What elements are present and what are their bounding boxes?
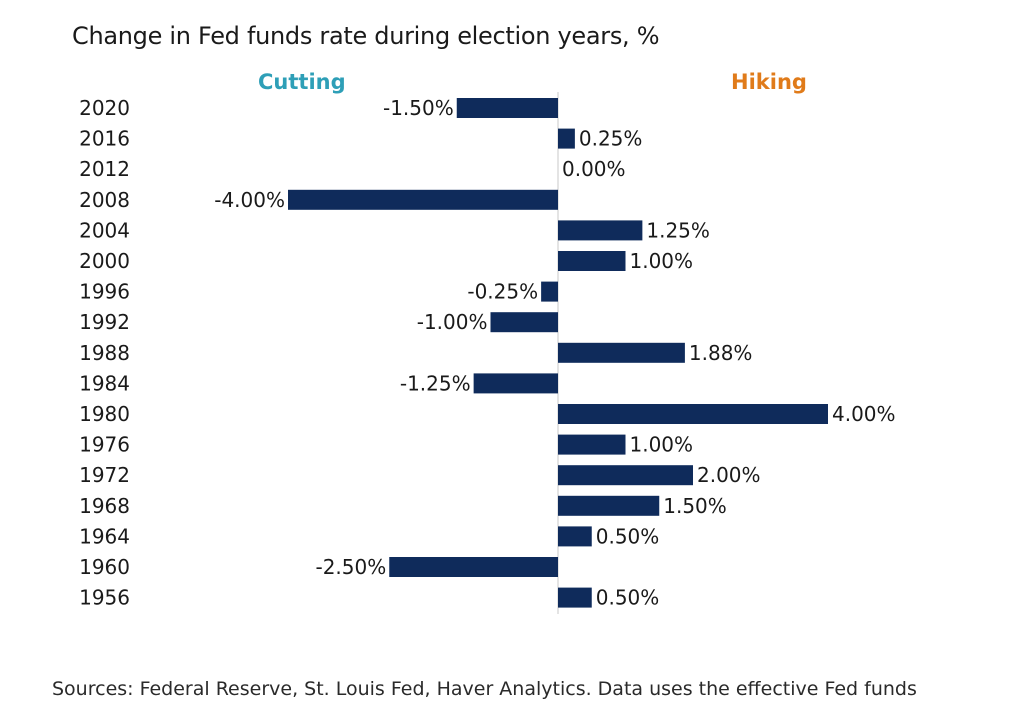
category-label: 1980 bbox=[79, 402, 130, 426]
category-label: 1984 bbox=[79, 371, 130, 395]
value-label: -2.50% bbox=[315, 555, 386, 579]
source-note: Sources: Federal Reserve, St. Louis Fed,… bbox=[52, 678, 917, 700]
bar-2004 bbox=[558, 220, 643, 241]
category-label: 2012 bbox=[79, 157, 130, 181]
bar-1996 bbox=[541, 281, 558, 302]
value-label: -0.25% bbox=[467, 280, 538, 304]
hiking-label: Hiking bbox=[731, 70, 807, 94]
category-label: 2000 bbox=[79, 249, 130, 273]
category-label: 2020 bbox=[79, 96, 130, 120]
bar-1976 bbox=[558, 434, 626, 455]
value-labels: -1.50% 0.25% 0.00% -4.00% 1.25% 1.00% -0.25% -1… bbox=[214, 96, 895, 610]
category-label: 1960 bbox=[79, 555, 130, 579]
value-label: 1.50% bbox=[663, 494, 727, 518]
bar-1988 bbox=[558, 342, 685, 363]
category-label: 1972 bbox=[79, 463, 130, 487]
value-label: 1.25% bbox=[646, 218, 710, 242]
value-label: 0.00% bbox=[562, 157, 626, 181]
category-label: 1964 bbox=[79, 524, 130, 548]
category-label: 2008 bbox=[79, 188, 130, 212]
category-label: 1988 bbox=[79, 341, 130, 365]
bar-chart: 2020 2016 2012 2008 2004 2000 1996 1992 1988 1984… bbox=[79, 92, 896, 614]
category-label: 2016 bbox=[79, 127, 130, 151]
value-label: -1.00% bbox=[417, 310, 488, 334]
cutting-label: Cutting bbox=[258, 70, 346, 94]
bars bbox=[288, 98, 828, 608]
value-label: 0.25% bbox=[579, 127, 643, 151]
bar-1964 bbox=[558, 526, 592, 547]
bar-2016 bbox=[558, 128, 575, 149]
bar-2020 bbox=[456, 98, 558, 118]
category-label: 1996 bbox=[79, 280, 130, 304]
category-label: 1956 bbox=[79, 586, 130, 610]
category-label: 1968 bbox=[79, 494, 130, 518]
bar-1960 bbox=[389, 557, 558, 577]
category-label: 2004 bbox=[79, 218, 130, 242]
value-label: -1.50% bbox=[383, 96, 454, 120]
bar-2008 bbox=[288, 189, 558, 210]
bar-1972 bbox=[558, 465, 693, 486]
value-label: 0.50% bbox=[596, 524, 660, 548]
category-label: 1976 bbox=[79, 433, 130, 457]
value-label: 4.00% bbox=[832, 402, 896, 426]
value-label: 1.88% bbox=[689, 341, 753, 365]
chart-title: Change in Fed funds rate during election… bbox=[72, 22, 660, 50]
value-label: -4.00% bbox=[214, 188, 285, 212]
bar-1992 bbox=[490, 312, 558, 333]
value-label: 2.00% bbox=[697, 463, 761, 487]
bar-2000 bbox=[558, 251, 626, 271]
value-label: 1.00% bbox=[630, 249, 694, 273]
category-labels: 2020 2016 2012 2008 2004 2000 1996 1992 1988 1984… bbox=[79, 96, 130, 610]
value-label: 1.00% bbox=[630, 433, 694, 457]
bar-1980 bbox=[558, 404, 828, 424]
bar-1956 bbox=[558, 587, 592, 608]
value-label: -1.25% bbox=[400, 371, 471, 395]
bar-1968 bbox=[558, 495, 660, 516]
value-label: 0.50% bbox=[596, 586, 660, 610]
category-label: 1992 bbox=[79, 310, 130, 334]
bar-1984 bbox=[473, 373, 558, 394]
